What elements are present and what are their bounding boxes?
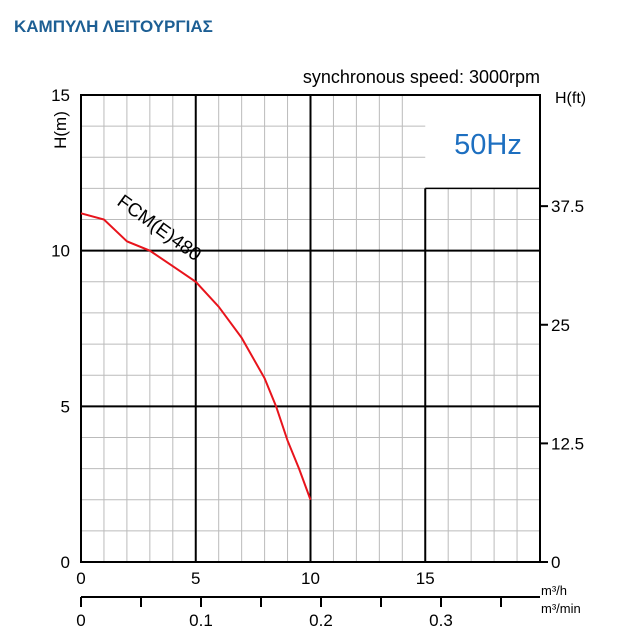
frequency-label: 50Hz xyxy=(454,129,522,161)
y-right-tick-label: 12.5 xyxy=(551,434,584,453)
frequency-box xyxy=(425,95,540,189)
x-secondary-tick-label: 0.3 xyxy=(429,611,453,630)
x-tick-label: 15 xyxy=(416,569,435,588)
x-axis-label: m³/h xyxy=(541,583,567,598)
x-tick-label: 10 xyxy=(301,569,320,588)
chart-subtitle: synchronous speed: 3000rpm xyxy=(303,67,540,87)
x-secondary-tick-label: 0 xyxy=(76,611,85,630)
y-tick-label: 5 xyxy=(61,397,70,416)
page-title: ΚΑΜΠΥΛΗ ΛΕΙΤΟΥΡΓΙΑΣ xyxy=(14,17,213,36)
x-tick-label: 5 xyxy=(191,569,200,588)
y-tick-label: 10 xyxy=(51,242,70,261)
y-right-tick-label: 37.5 xyxy=(551,197,584,216)
x-secondary-tick-label: 0.1 xyxy=(189,611,213,630)
series-curve xyxy=(80,212,312,501)
y-axis-label: H(m) xyxy=(51,111,70,149)
x-secondary-axis-label: m³/min xyxy=(541,601,581,616)
y-right-tick-label: 25 xyxy=(551,316,570,335)
plot-frame xyxy=(80,94,541,563)
y-right-tick-label: 0 xyxy=(551,553,560,572)
y-tick-label: 0 xyxy=(61,553,70,572)
x-tick-label: 0 xyxy=(76,569,85,588)
y-right-axis-label: H(ft) xyxy=(555,90,586,107)
x-secondary-tick-label: 0.2 xyxy=(309,611,333,630)
y-tick-label: 15 xyxy=(51,86,70,105)
